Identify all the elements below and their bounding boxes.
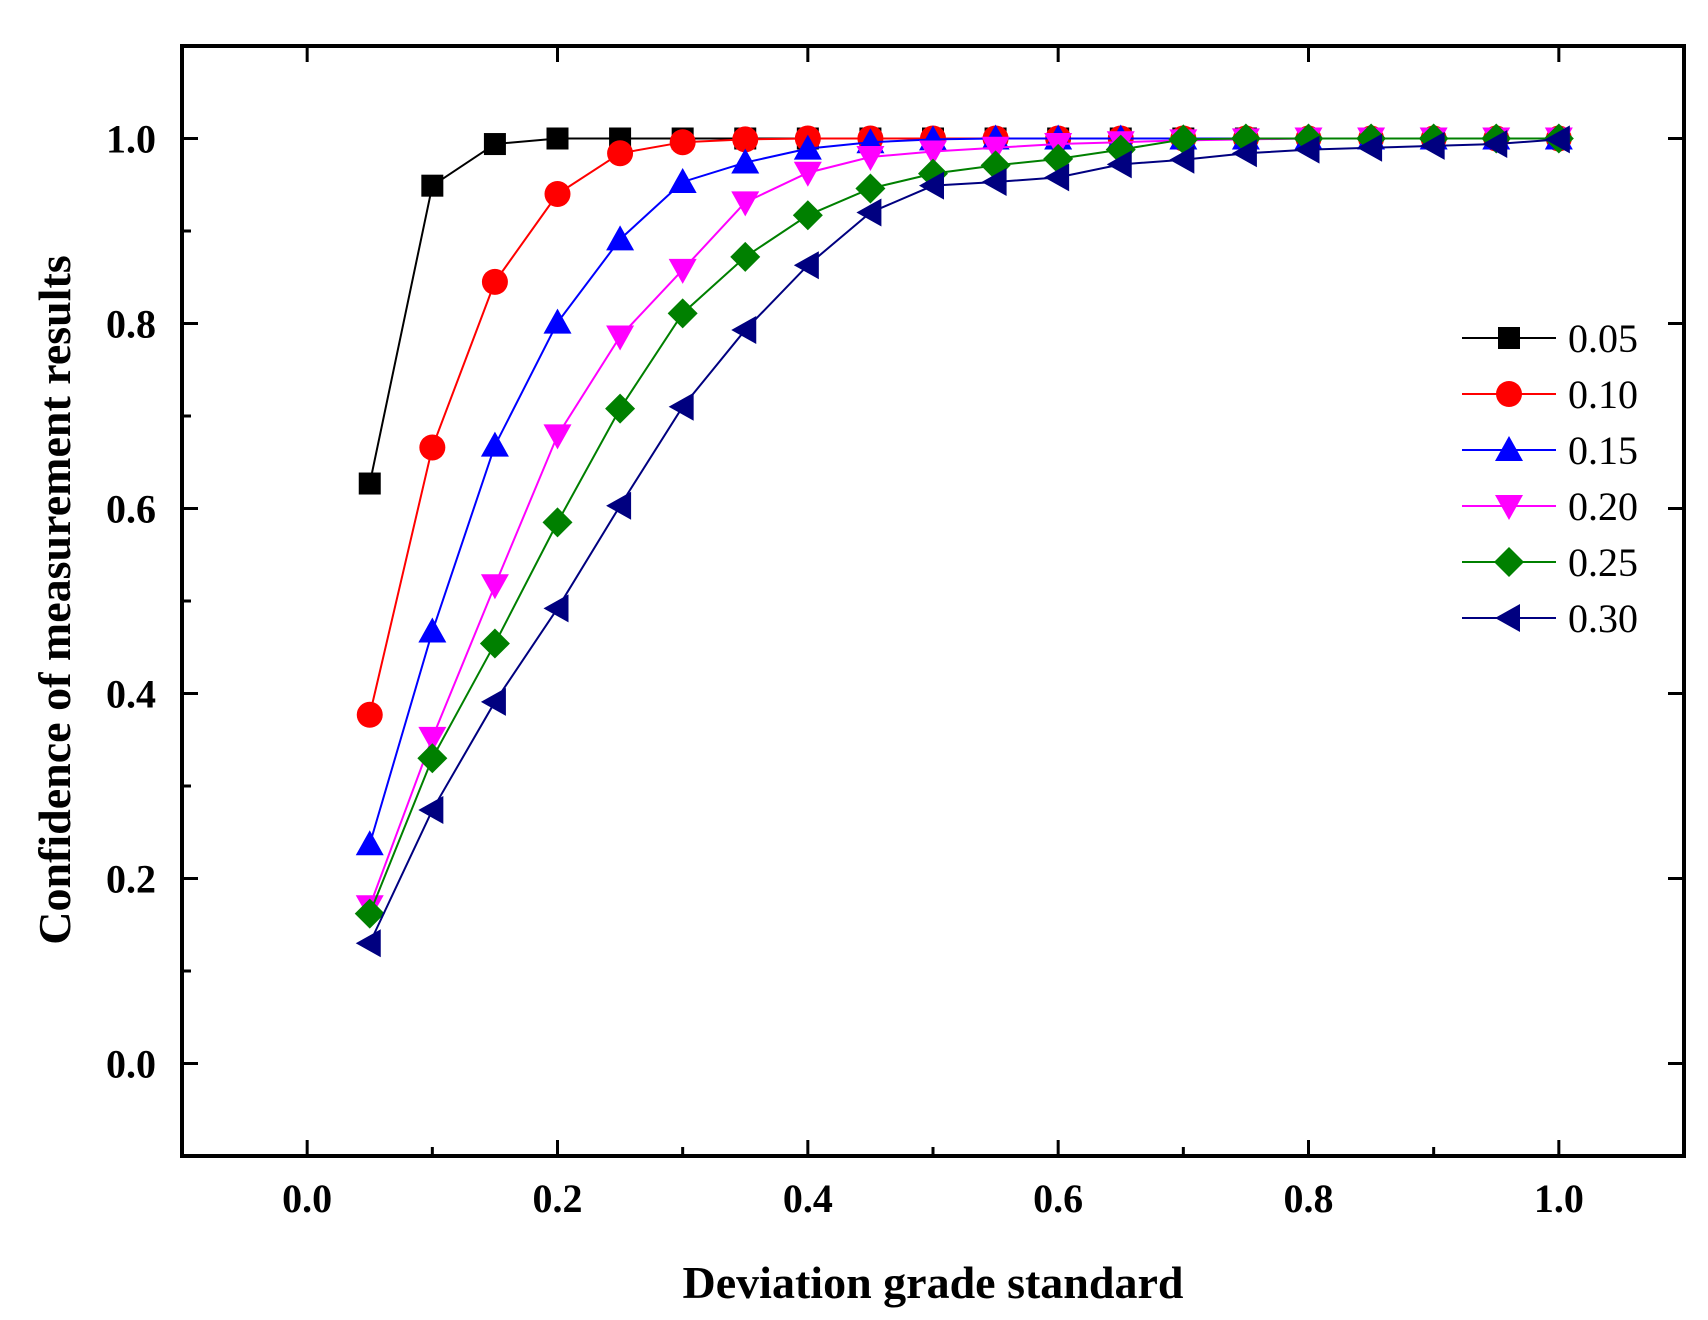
legend-label: 0.25 (1568, 540, 1638, 585)
data-point (358, 472, 381, 495)
x-tick-label: 0.6 (1033, 1176, 1083, 1221)
data-point (542, 507, 573, 538)
data-point (419, 434, 446, 461)
data-point (543, 594, 569, 623)
data-point (480, 431, 509, 457)
legend-marker (1495, 495, 1523, 520)
data-point (354, 898, 385, 929)
y-tick-label: 1.0 (106, 117, 156, 162)
data-point (546, 127, 569, 150)
legend-label: 0.10 (1568, 372, 1638, 417)
data-point (417, 743, 448, 774)
legend-item: 0.30 (1462, 596, 1638, 641)
data-point (1294, 135, 1320, 164)
data-point (1168, 124, 1199, 155)
data-point (792, 200, 823, 231)
x-tick-label: 0.0 (282, 1176, 332, 1221)
data-point (606, 491, 632, 520)
y-tick-label: 0.2 (106, 857, 156, 902)
data-point (1482, 130, 1508, 159)
data-point (919, 171, 944, 200)
data-point (1544, 125, 1570, 154)
x-axis-title: Deviation grade standard (683, 1257, 1184, 1308)
series-0.30 (355, 125, 1570, 958)
data-point (731, 191, 760, 217)
y-tick-label: 0.0 (106, 1042, 156, 1087)
legend-marker (1495, 604, 1520, 632)
data-point (668, 167, 697, 193)
legend-label: 0.30 (1568, 596, 1638, 641)
data-point (1106, 150, 1132, 179)
data-point (856, 198, 882, 227)
legend-marker (1495, 436, 1523, 461)
data-point (543, 308, 572, 334)
x-tick-label: 0.2 (533, 1176, 583, 1221)
data-point (1357, 133, 1383, 162)
legend-item: 0.10 (1462, 372, 1638, 417)
data-point (793, 134, 822, 160)
data-point (418, 617, 447, 643)
data-point (606, 325, 635, 351)
x-tick-label: 0.8 (1284, 1176, 1334, 1221)
data-point (479, 628, 510, 659)
legend-label: 0.05 (1568, 316, 1638, 361)
data-point (981, 136, 1010, 162)
data-point (355, 830, 384, 856)
data-point (544, 181, 571, 207)
data-point (418, 726, 447, 752)
legend-label: 0.15 (1568, 428, 1638, 473)
data-point (607, 140, 634, 167)
x-tick-label: 1.0 (1534, 1176, 1584, 1221)
x-tick-label: 0.4 (783, 1176, 833, 1221)
legend-marker (1494, 547, 1524, 577)
data-point (856, 146, 885, 171)
data-point (981, 167, 1007, 196)
legend-item: 0.05 (1462, 316, 1638, 361)
data-point (543, 424, 572, 450)
data-point (356, 701, 383, 728)
legend-item: 0.25 (1462, 540, 1638, 585)
legend-item: 0.15 (1462, 428, 1638, 473)
data-point (855, 173, 886, 204)
data-point (667, 298, 698, 329)
data-point (1231, 139, 1257, 168)
data-point (480, 687, 506, 716)
data-point (731, 148, 760, 174)
data-point (732, 126, 759, 153)
data-point (793, 251, 819, 280)
data-point (418, 796, 444, 825)
data-point (793, 161, 822, 187)
data-point (605, 393, 636, 424)
legend: 0.05 0.10 0.15 0.20 0.25 0.30 (1462, 316, 1638, 641)
data-point (481, 268, 508, 295)
data-point (606, 225, 635, 251)
legend-marker (1498, 327, 1520, 349)
legend-label: 0.20 (1568, 484, 1638, 529)
axis-ticks: 0.0 0.2 0.4 0.6 0.8 1.0 0.0 0.2 0.4 0.6 0.8 1.0 (106, 46, 1684, 1221)
legend-item: 0.20 (1462, 484, 1638, 529)
data-point (669, 129, 696, 156)
data-point (483, 133, 506, 156)
y-axis-title: Confidence of measurement results (29, 255, 80, 944)
plot-marks (354, 123, 1574, 958)
data-point (480, 574, 509, 600)
legend-marker (1496, 381, 1522, 407)
data-point (355, 929, 381, 958)
data-point (1419, 131, 1445, 160)
data-point (731, 315, 757, 344)
data-point (919, 140, 947, 166)
y-tick-label: 0.4 (106, 672, 156, 717)
y-tick-label: 0.8 (106, 302, 156, 347)
y-tick-label: 0.6 (106, 487, 156, 532)
data-point (1169, 145, 1195, 174)
data-point (1044, 163, 1070, 192)
data-point (730, 241, 761, 272)
data-point (668, 258, 697, 284)
data-point (421, 174, 444, 197)
data-point (668, 392, 694, 421)
